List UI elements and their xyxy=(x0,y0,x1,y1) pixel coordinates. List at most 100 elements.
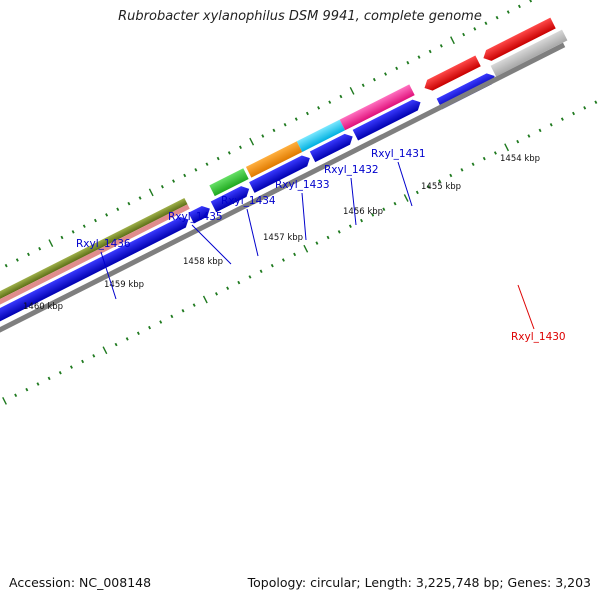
backbone-grey-feature xyxy=(490,29,568,77)
gene-rxyl-1433-feature[interactable] xyxy=(245,141,303,178)
outer-ring-minor-tick xyxy=(205,162,209,166)
inner-ring-minor-tick xyxy=(170,314,174,319)
salmon-feature-band[interactable] xyxy=(0,204,190,317)
inner-ring-minor-tick xyxy=(315,241,319,245)
inner-ring-minor-tick xyxy=(438,179,442,183)
inner-ring-minor-tick xyxy=(527,134,531,138)
ruler-label: 1457 kbp xyxy=(263,233,303,243)
outer-ring-minor-tick xyxy=(417,55,421,59)
outer-ring-minor-tick xyxy=(395,66,399,71)
callout-line-rxyl-1430 xyxy=(517,284,535,330)
inner-ring-minor-tick xyxy=(81,359,85,364)
olive-feature-band[interactable] xyxy=(0,198,188,313)
gene-label-rxyl-1432[interactable]: Rxyl_1432 xyxy=(324,164,379,176)
cds-arrow[interactable] xyxy=(210,183,252,213)
inner-ring-minor-tick xyxy=(516,139,520,144)
inner-ring-minor-tick xyxy=(125,337,129,341)
outer-ring-minor-tick xyxy=(105,213,109,217)
outer-ring-minor-tick xyxy=(372,77,376,82)
inner-ring-minor-tick xyxy=(482,156,486,161)
inner-ring-minor-tick xyxy=(281,258,285,262)
outer-ring-minor-tick xyxy=(160,184,164,189)
gene-label-rxyl-1431[interactable]: Rxyl_1431 xyxy=(371,148,426,160)
inner-ring-major-tick xyxy=(202,295,208,304)
inner-ring-minor-tick xyxy=(493,151,497,155)
outer-ring-minor-tick xyxy=(305,111,309,116)
outer-ring-minor-tick xyxy=(227,151,231,155)
cds-arrow[interactable] xyxy=(352,97,424,141)
gene-rxyl-1431-feature[interactable] xyxy=(339,84,415,131)
inner-ring-minor-tick xyxy=(449,173,453,178)
inner-ring-minor-tick xyxy=(215,292,218,296)
inner-tick-ring xyxy=(2,100,598,405)
ruler-label: 1460 kbp xyxy=(23,302,63,312)
outer-ring-major-tick xyxy=(148,188,154,197)
gene-rxyl-1432-feature[interactable] xyxy=(296,119,346,152)
outer-ring-major-tick xyxy=(48,239,54,247)
outer-ring-minor-tick xyxy=(317,106,321,110)
cds-arrow[interactable] xyxy=(0,214,191,329)
outer-ring-minor-tick xyxy=(127,201,131,206)
outer-ring-minor-tick xyxy=(294,117,298,121)
inner-ring-major-tick xyxy=(303,244,309,253)
inner-ring-minor-tick xyxy=(14,393,18,398)
outer-ring-minor-tick xyxy=(384,72,388,76)
outer-ring-minor-tick xyxy=(484,21,488,26)
inner-ring-minor-tick xyxy=(560,117,564,121)
gene-rxyl-1430-feature-a[interactable] xyxy=(422,55,481,94)
gene-label-rxyl-1435[interactable]: Rxyl_1435 xyxy=(168,211,223,223)
inner-ring-minor-tick xyxy=(114,342,118,347)
gene-rxyl-1434-feature[interactable] xyxy=(209,168,249,197)
gene-label-rxyl-1433[interactable]: Rxyl_1433 xyxy=(275,179,330,191)
gene-callouts: Rxyl_1431 Rxyl_1432 Rxyl_1433 Rxyl_1434 Rxyl… xyxy=(76,148,566,343)
outer-ring-minor-tick xyxy=(93,218,97,223)
gene-rxyl-1430-feature-b[interactable] xyxy=(481,17,556,64)
outer-ring-minor-tick xyxy=(82,224,86,228)
inner-ring-minor-tick xyxy=(293,252,297,257)
inner-ring-major-tick xyxy=(2,397,7,405)
inner-ring-minor-tick xyxy=(136,331,140,336)
inner-ring-minor-tick xyxy=(583,106,587,110)
outer-ring-minor-tick xyxy=(216,156,220,161)
inner-ring-minor-tick xyxy=(549,123,553,127)
inner-ring-minor-tick xyxy=(159,320,163,324)
inner-ring-minor-tick xyxy=(259,269,263,274)
inner-ring-major-tick xyxy=(504,143,510,152)
outer-ring-minor-tick xyxy=(517,4,521,9)
inner-ring-minor-tick xyxy=(393,201,397,206)
inner-ring-minor-tick xyxy=(92,354,96,358)
inner-ring-minor-tick xyxy=(192,303,196,307)
inner-ring-major-tick xyxy=(403,194,409,202)
inner-ring-minor-tick xyxy=(348,224,352,228)
cds-arrow[interactable] xyxy=(249,153,312,193)
inner-ring-major-tick xyxy=(102,346,108,355)
outer-ring-minor-tick xyxy=(60,235,64,240)
callout-line-rxyl-1431 xyxy=(397,161,413,207)
inner-ring-minor-tick xyxy=(471,162,475,166)
outer-ring-minor-tick xyxy=(339,94,343,99)
callout-line-rxyl-1433 xyxy=(301,192,307,241)
gene-label-rxyl-1430[interactable]: Rxyl_1430 xyxy=(511,331,566,343)
outer-ring-minor-tick xyxy=(272,128,276,133)
outer-ring-minor-tick xyxy=(183,173,187,178)
ruler-label: 1458 kbp xyxy=(183,257,223,267)
inner-ring-minor-tick xyxy=(415,190,419,195)
gene-label-rxyl-1434[interactable]: Rxyl_1434 xyxy=(221,195,276,207)
inner-ring-minor-tick xyxy=(58,371,62,375)
genome-backbone xyxy=(0,42,566,354)
ruler-label: 1459 kbp xyxy=(104,280,144,290)
outer-ring-minor-tick xyxy=(506,10,510,14)
cds-arrow[interactable] xyxy=(188,203,212,224)
cds-arrow[interactable] xyxy=(309,131,356,163)
inner-ring-minor-tick xyxy=(538,128,542,133)
outer-ring-minor-tick xyxy=(172,179,176,183)
inner-ring-minor-tick xyxy=(382,207,386,212)
outer-ring-minor-tick xyxy=(194,168,198,172)
inner-ring-minor-tick xyxy=(237,280,241,285)
callout-line-rxyl-1436 xyxy=(100,251,117,300)
gene-label-rxyl-1436[interactable]: Rxyl_1436 xyxy=(76,238,131,250)
ruler-label: 1456 kbp xyxy=(343,207,383,217)
outer-ring-major-tick xyxy=(349,87,355,95)
outer-ring-minor-tick xyxy=(15,258,19,262)
